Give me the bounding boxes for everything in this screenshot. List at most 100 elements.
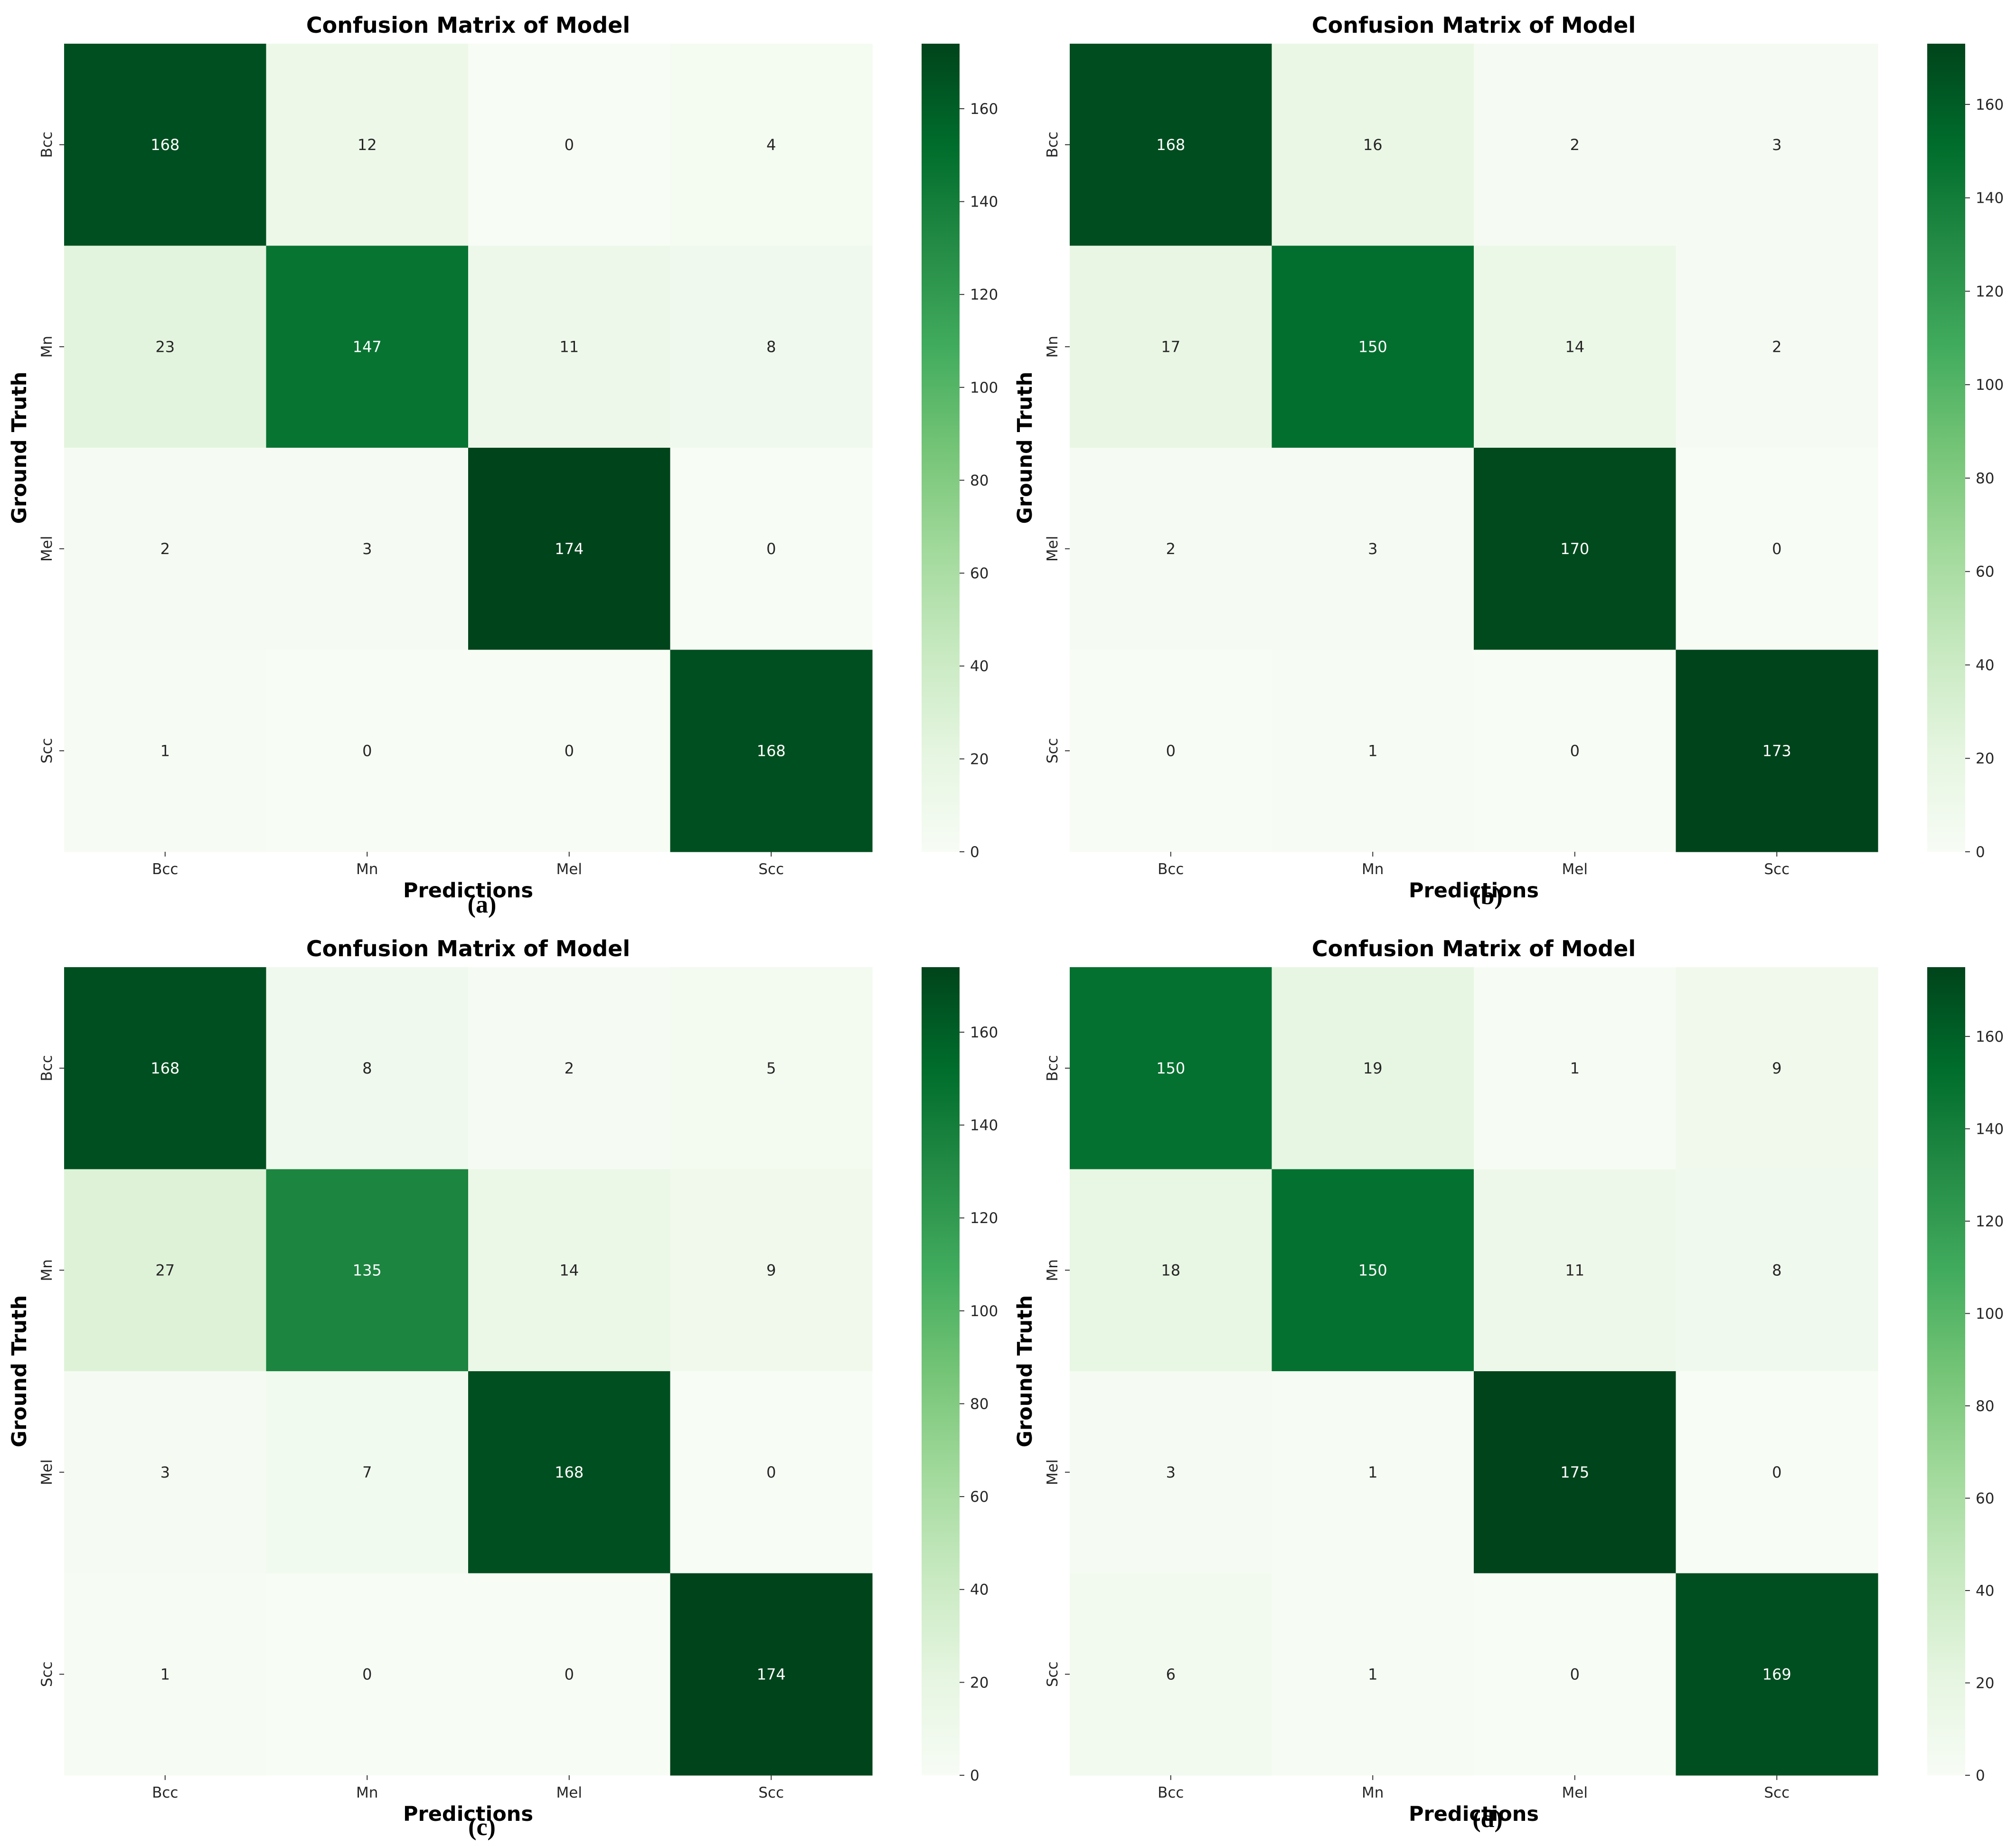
heatmap-cell <box>670 44 873 246</box>
colorbar <box>1927 44 1965 852</box>
cell-value-label: 1 <box>1368 742 1377 760</box>
colorbar-tick-label: 80 <box>1976 1398 1994 1415</box>
cell-value-label: 169 <box>1762 1665 1791 1683</box>
y-axis-label: Ground Truth <box>8 1295 31 1448</box>
heatmap-cell <box>266 448 469 650</box>
colorbar-tick-label: 60 <box>970 1488 989 1506</box>
colorbar-tick-label: 140 <box>1976 1121 2004 1138</box>
colorbar-tick-label: 140 <box>970 194 998 211</box>
heatmap-cell <box>670 448 873 650</box>
heatmap-cell <box>468 967 671 1170</box>
cell-value-label: 0 <box>1570 1665 1580 1683</box>
colorbar-tick-label: 0 <box>970 844 980 861</box>
heatmap-cell <box>1272 1573 1474 1776</box>
heatmap-cell <box>1676 448 1878 650</box>
heatmap-cell <box>1272 650 1474 852</box>
x-tick-label: Bcc <box>152 1784 178 1801</box>
heatmap-cell <box>670 967 873 1170</box>
cell-value-label: 3 <box>1166 1463 1176 1481</box>
y-tick-label: Mel <box>1044 1460 1061 1485</box>
heatmap-cell <box>1070 967 1272 1170</box>
heatmap-cell <box>64 1169 267 1372</box>
cell-value-label: 7 <box>362 1463 372 1481</box>
cell-value-label: 9 <box>1772 1059 1781 1077</box>
y-tick-label: Mn <box>1044 336 1061 358</box>
x-tick-label: Scc <box>758 1784 784 1801</box>
heatmap-cell <box>1676 1573 1878 1776</box>
cell-value-label: 0 <box>565 742 574 760</box>
cell-value-label: 4 <box>766 136 776 154</box>
cell-value-label: 168 <box>151 1059 179 1077</box>
chart-title: Confusion Matrix of Model <box>306 12 630 38</box>
x-tick-label: Mn <box>356 861 378 878</box>
heatmap-cell <box>1474 1573 1677 1776</box>
y-tick-label: Mel <box>1044 536 1061 562</box>
x-axis-label: Predictions <box>403 879 533 903</box>
x-tick-label: Mn <box>1362 861 1384 878</box>
x-tick-label: Mel <box>1562 1784 1588 1801</box>
cell-value-label: 18 <box>1161 1261 1180 1279</box>
cell-value-label: 0 <box>362 1665 372 1683</box>
cell-value-label: 12 <box>358 136 377 154</box>
cell-value-label: 0 <box>766 1463 776 1481</box>
heatmap-cell <box>1272 245 1474 448</box>
cell-value-label: 173 <box>1762 742 1791 760</box>
heatmap-cell <box>468 1371 671 1574</box>
colorbar-tick-label: 160 <box>1976 96 2004 113</box>
cell-value-label: 0 <box>1166 742 1176 760</box>
y-tick-label: Scc <box>38 738 56 763</box>
colorbar-tick-label: 140 <box>1976 190 2004 207</box>
heatmap-cell <box>1070 448 1272 650</box>
x-tick-label: Scc <box>1764 861 1790 878</box>
cell-value-label: 11 <box>1565 1261 1584 1279</box>
heatmap-cell <box>1676 967 1878 1170</box>
chart-title: Confusion Matrix of Model <box>306 936 630 961</box>
heatmap-cell <box>266 245 469 448</box>
x-tick-label: Bcc <box>1158 1784 1184 1801</box>
x-axis-label: Predictions <box>1409 1802 1539 1826</box>
confusion-matrix-panel-b: Confusion Matrix of Model 168 16 2 3 17 150 14 2… <box>1013 12 2004 910</box>
cell-value-label: 8 <box>1772 1261 1781 1279</box>
cell-value-label: 175 <box>1560 1463 1589 1481</box>
cell-value-label: 5 <box>766 1059 776 1077</box>
panel-caption: (d) <box>1472 1806 1503 1833</box>
x-tick-label: Scc <box>1764 1784 1790 1801</box>
colorbar <box>1927 967 1965 1775</box>
cell-value-label: 14 <box>1565 338 1584 356</box>
y-tick-label: Bcc <box>38 1055 56 1081</box>
heatmap-cell <box>1070 1371 1272 1574</box>
cell-value-label: 0 <box>766 540 776 558</box>
colorbar-tick-label: 100 <box>1976 377 2004 394</box>
cell-value-label: 168 <box>1156 136 1185 154</box>
cell-value-label: 16 <box>1363 136 1383 154</box>
y-tick-label: Mel <box>38 536 56 562</box>
cell-value-label: 9 <box>766 1261 776 1279</box>
cell-value-label: 150 <box>1156 1059 1185 1077</box>
heatmap-cell <box>670 1371 873 1574</box>
cell-value-label: 168 <box>151 136 179 154</box>
x-tick-label: Mn <box>1362 1784 1384 1801</box>
heatmap-cell <box>64 1573 267 1776</box>
cell-value-label: 2 <box>160 540 170 558</box>
cell-value-label: 14 <box>559 1261 579 1279</box>
heatmap-cell <box>266 967 469 1170</box>
cell-value-label: 17 <box>1161 338 1180 356</box>
y-tick-label: Mn <box>38 336 56 358</box>
colorbar-tick-label: 80 <box>1976 470 1994 487</box>
cell-value-label: 1 <box>160 1665 170 1683</box>
heatmap-cell <box>1272 1371 1474 1574</box>
cell-value-label: 0 <box>1570 742 1580 760</box>
heatmap-cell <box>1676 650 1878 852</box>
cell-value-label: 2 <box>1570 136 1580 154</box>
colorbar-tick-label: 0 <box>1976 844 1985 861</box>
heatmap-cell <box>468 1169 671 1372</box>
heatmap-cell <box>64 44 267 246</box>
cell-value-label: 3 <box>362 540 372 558</box>
y-tick-label: Mn <box>38 1259 56 1281</box>
colorbar-tick-label: 80 <box>970 472 989 489</box>
x-axis-label: Predictions <box>403 1802 533 1826</box>
cell-value-label: 0 <box>565 1665 574 1683</box>
colorbar-tick-label: 40 <box>970 1582 989 1599</box>
